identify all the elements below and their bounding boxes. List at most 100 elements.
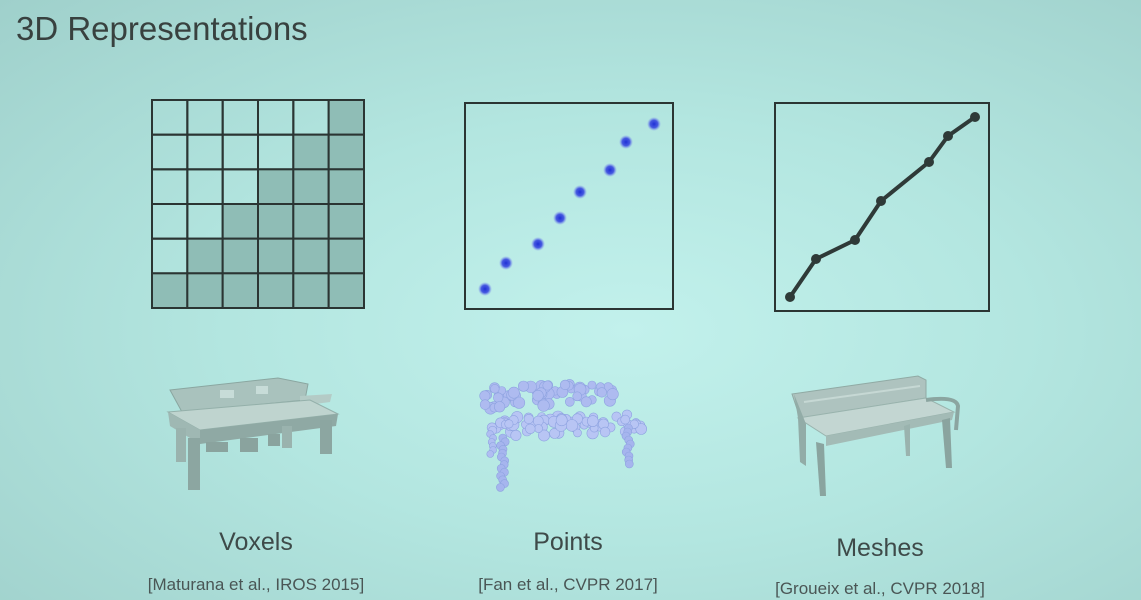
voxel-cell-empty [257, 133, 295, 171]
voxel-cell-empty [186, 133, 224, 171]
voxel-cell-empty [151, 133, 189, 171]
point-cloud-blob [625, 459, 634, 469]
point-cloud-blob [572, 391, 582, 402]
point-cloud-blob [573, 428, 582, 438]
mesh-vertex [785, 292, 795, 302]
point-cloud-blob [606, 388, 619, 401]
point-cloud-blob [635, 423, 647, 435]
point-cloud-blob [525, 423, 536, 434]
point-cloud-blob [542, 380, 553, 391]
voxel-cell-filled [292, 168, 330, 206]
point-cloud-blob [587, 415, 599, 427]
voxel-cell-filled [327, 133, 366, 171]
voxel-cell-filled [186, 237, 224, 275]
point-cloud-blob [493, 392, 504, 403]
point-cloud-blob [490, 384, 500, 394]
voxel-cell-filled [327, 99, 366, 136]
point-marker [553, 211, 567, 225]
voxel-cell-empty [221, 133, 259, 171]
point-markers [478, 117, 661, 296]
point-cloud-blob [565, 396, 575, 407]
point-cloud-blob [620, 414, 630, 425]
voxel-cell-filled [327, 203, 366, 240]
voxel-cell-empty [186, 168, 224, 206]
point-cloud-blob [486, 450, 495, 458]
point-cloud-blob [496, 483, 505, 492]
point-cloud-blob [580, 396, 592, 408]
point-cloud-blob [504, 419, 514, 429]
mesh-vertex [943, 131, 953, 141]
voxel-cell-filled [292, 237, 330, 275]
citation-voxels: [Maturana et al., IROS 2015] [147, 575, 365, 594]
point-cloud-blob [565, 419, 579, 432]
voxel-cell-filled [327, 237, 366, 275]
point-cloud-blob [537, 399, 550, 412]
mesh-edges [788, 115, 977, 299]
voxel-cell-empty [151, 203, 189, 240]
point-cloud-bench-image [476, 374, 656, 496]
mesh-vertex [876, 196, 886, 206]
voxel-cell-filled [292, 272, 330, 309]
voxel-cell-filled [257, 272, 295, 309]
voxel-cell-empty [151, 168, 189, 206]
point-cloud-blob [508, 386, 520, 399]
mesh-vertices [785, 112, 980, 302]
voxel-cell-empty [257, 99, 295, 136]
voxel-cell-filled [221, 272, 259, 309]
voxel-cell-filled [221, 237, 259, 275]
mesh-vertex [924, 157, 934, 167]
voxel-cell-filled [257, 237, 295, 275]
voxel-cell-empty [186, 203, 224, 240]
voxel-cell-filled [186, 272, 224, 309]
mesh-polyline-diagram [774, 102, 992, 314]
point-cloud-blob [513, 396, 526, 409]
citation-points: [Fan et al., CVPR 2017] [478, 575, 658, 594]
point-cloud-blob [493, 401, 506, 413]
point-cloud-blob [599, 426, 611, 438]
voxel-cell-filled [257, 168, 295, 206]
point-marker [619, 135, 633, 149]
voxel-cell-empty [221, 168, 259, 206]
mesh-vertex [970, 112, 980, 122]
point-cloud-blob [555, 414, 568, 427]
point-cloud-blob [517, 380, 529, 392]
voxel-cell-filled [327, 272, 366, 309]
caption-points: Points [533, 528, 603, 556]
voxel-cell-filled [292, 133, 330, 171]
voxel-cell-filled [327, 168, 366, 206]
mesh-vertex [811, 254, 821, 264]
point-marker [499, 256, 513, 270]
voxel-cell-filled [151, 272, 189, 309]
point-cloud-blob [559, 379, 571, 390]
point-cloud-blob [596, 387, 607, 398]
point-plot-diagram [464, 102, 676, 312]
voxel-bench-image [160, 372, 350, 494]
slide-title: 3D Representations [16, 10, 308, 47]
voxel-cell-empty [151, 99, 189, 136]
point-marker [531, 237, 545, 251]
voxel-cell-empty [221, 99, 259, 136]
point-cloud-blob [510, 429, 522, 441]
point-cloud-blob [532, 389, 544, 402]
caption-voxels: Voxels [219, 528, 293, 556]
voxel-cell-filled [292, 203, 330, 240]
voxel-grid-diagram [150, 98, 366, 310]
voxel-cell-empty [151, 237, 189, 275]
caption-meshes: Meshes [836, 534, 924, 562]
point-marker [478, 282, 492, 296]
voxel-cell-empty [186, 99, 224, 136]
point-marker [647, 117, 661, 131]
point-marker [603, 163, 617, 177]
citation-meshes: [Groueix et al., CVPR 2018] [775, 579, 985, 598]
mesh-bench-image [786, 372, 966, 498]
point-cloud-blob [534, 424, 543, 433]
voxel-cell-filled [257, 203, 295, 240]
voxel-cell-filled [221, 203, 259, 240]
point-cloud-blob [587, 380, 597, 390]
point-cloud-blob [523, 413, 534, 424]
point-cloud-blob [538, 429, 550, 442]
point-cloud-blob [479, 399, 491, 410]
mesh-vertex [850, 235, 860, 245]
point-marker [573, 185, 587, 199]
voxel-cell-empty [292, 99, 330, 136]
